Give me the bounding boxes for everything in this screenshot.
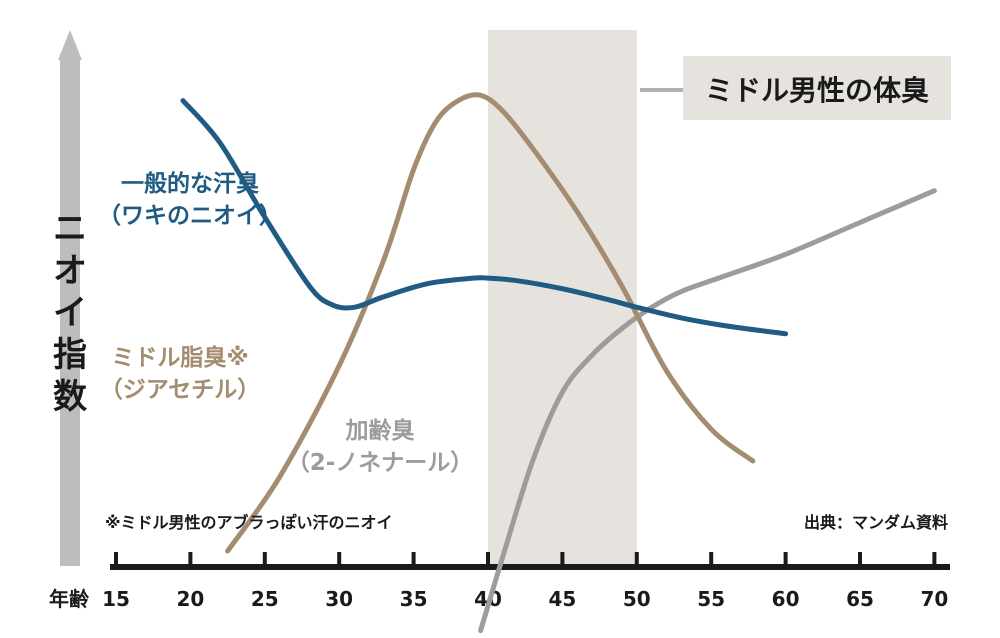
series-lines <box>180 92 937 634</box>
callout-text: ミドル男性の体臭 <box>705 74 929 107</box>
footnote: ※ミドル男性のアブラっぽい汗のニオイ <box>105 513 393 532</box>
x-tick-label: 30 <box>325 587 353 611</box>
x-axis-label: 年齢 <box>49 587 90 611</box>
y-axis-label-char: ニ <box>53 209 87 249</box>
x-tick-label: 65 <box>846 587 874 611</box>
source-note: 出典：マンダム資料 <box>804 513 948 532</box>
x-tick-label: 15 <box>102 587 130 611</box>
series-label-aging-odor: （2-ノネナール） <box>287 449 474 476</box>
y-axis-arrow <box>58 30 82 566</box>
series-line-sweat-odor <box>180 98 789 337</box>
x-tick-label: 55 <box>697 587 725 611</box>
series-label-sweat-odor: （ワキのニオイ） <box>98 202 282 229</box>
x-tick-label: 25 <box>251 587 279 611</box>
y-axis-label-char: 指 <box>53 335 87 375</box>
series-label-aging-odor: 加齢臭 <box>345 417 415 444</box>
y-axis-label-char: オ <box>53 251 87 291</box>
series-line-aging-odor <box>478 188 937 634</box>
y-axis-label-char: 数 <box>53 377 87 417</box>
series-labels: 一般的な汗臭 （ワキのニオイ） ミドル脂臭※ （ジアセチル） 加齢臭 （2-ノネナール） <box>98 170 473 476</box>
x-tick-label: 45 <box>548 587 576 611</box>
series-label-middle-fat-odor: ミドル脂臭※ <box>111 345 248 371</box>
callout-box <box>683 56 951 120</box>
series-label-middle-fat-odor: （ジアセチル） <box>100 376 261 403</box>
series-line-middle-fat-odor <box>225 92 756 554</box>
highlight-band-40-50 <box>488 30 637 567</box>
x-tick-label: 35 <box>400 587 428 611</box>
x-axis-ticks: 15 20 25 30 35 40 45 50 55 60 65 70 <box>102 552 948 611</box>
y-axis-label-char: イ <box>53 293 87 333</box>
series-label-sweat-odor: 一般的な汗臭 <box>121 170 259 197</box>
x-tick-label: 20 <box>176 587 204 611</box>
x-tick-label: 70 <box>920 587 948 611</box>
x-tick-label: 50 <box>623 587 651 611</box>
x-tick-label: 60 <box>772 587 800 611</box>
